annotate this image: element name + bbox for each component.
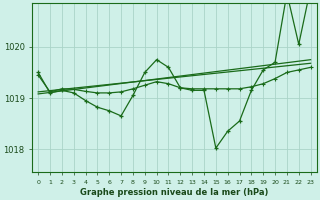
X-axis label: Graphe pression niveau de la mer (hPa): Graphe pression niveau de la mer (hPa) xyxy=(80,188,268,197)
